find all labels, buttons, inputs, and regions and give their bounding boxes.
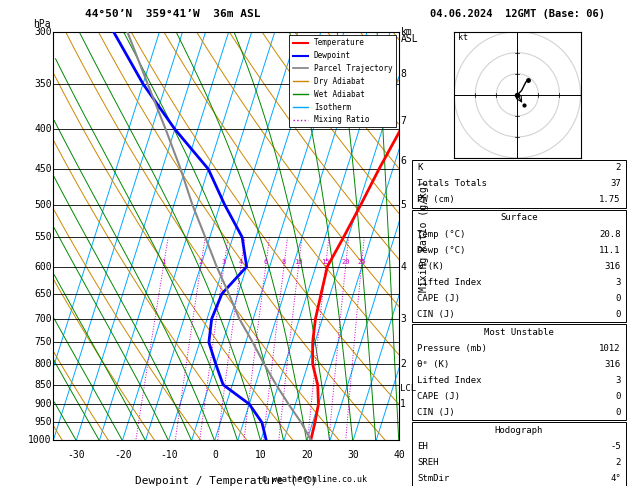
Text: 350: 350 [34,79,52,89]
Text: -30: -30 [68,450,86,460]
Text: 04.06.2024  12GMT (Base: 06): 04.06.2024 12GMT (Base: 06) [430,9,605,19]
Text: 0: 0 [615,392,621,401]
Text: 750: 750 [34,337,52,347]
Text: K: K [417,163,423,173]
Text: 316: 316 [604,261,621,271]
Text: 30: 30 [347,450,359,460]
Text: 25: 25 [357,259,365,264]
Legend: Temperature, Dewpoint, Parcel Trajectory, Dry Adiabat, Wet Adiabat, Isotherm, Mi: Temperature, Dewpoint, Parcel Trajectory… [289,35,396,127]
Text: 600: 600 [34,261,52,272]
Text: Lifted Index: Lifted Index [417,278,482,287]
Text: 5: 5 [400,200,406,210]
Text: 650: 650 [34,289,52,299]
Text: 400: 400 [34,124,52,134]
Text: Temp (°C): Temp (°C) [417,229,465,239]
Text: 6: 6 [264,259,268,264]
Text: km: km [401,27,413,37]
Text: hPa: hPa [33,19,50,29]
Text: 20.8: 20.8 [599,229,621,239]
Text: CIN (J): CIN (J) [417,310,455,319]
Text: 950: 950 [34,417,52,428]
Text: 0: 0 [615,408,621,417]
Text: 1: 1 [400,399,406,409]
Text: 1000: 1000 [28,435,52,445]
Text: © weatheronline.co.uk: © weatheronline.co.uk [262,474,367,484]
Text: kt: kt [459,33,469,42]
Text: StmDir: StmDir [417,474,449,483]
Text: SREH: SREH [417,458,438,467]
Text: Dewp (°C): Dewp (°C) [417,245,465,255]
Text: 4°: 4° [610,474,621,483]
Text: 1012: 1012 [599,344,621,353]
Text: 316: 316 [604,360,621,369]
Text: θᵉ(K): θᵉ(K) [417,261,444,271]
Text: 550: 550 [34,232,52,242]
Text: CIN (J): CIN (J) [417,408,455,417]
Text: 2: 2 [615,163,621,173]
Text: 500: 500 [34,200,52,210]
Text: PW (cm): PW (cm) [417,195,455,205]
Text: 15: 15 [321,259,330,264]
Text: 2: 2 [615,458,621,467]
Text: θᵉ (K): θᵉ (K) [417,360,449,369]
Text: Most Unstable: Most Unstable [484,328,554,337]
Text: 7: 7 [400,116,406,125]
Text: EH: EH [417,442,428,451]
Text: 10: 10 [294,259,303,264]
Text: 0: 0 [212,450,218,460]
Text: CAPE (J): CAPE (J) [417,294,460,303]
Text: Hodograph: Hodograph [495,426,543,435]
Text: -5: -5 [610,442,621,451]
Text: CAPE (J): CAPE (J) [417,392,460,401]
Text: 1.75: 1.75 [599,195,621,205]
Text: 900: 900 [34,399,52,409]
Text: 3: 3 [615,278,621,287]
Text: 11.1: 11.1 [599,245,621,255]
Text: 1: 1 [161,259,165,264]
Text: 300: 300 [34,27,52,36]
Text: 3: 3 [400,314,406,324]
Text: 700: 700 [34,314,52,324]
Text: -10: -10 [160,450,177,460]
Text: 44°50’N  359°41’W  36m ASL: 44°50’N 359°41’W 36m ASL [85,9,260,19]
Text: 800: 800 [34,359,52,369]
Text: -20: -20 [114,450,131,460]
Text: 0: 0 [615,294,621,303]
Text: 37: 37 [610,179,621,189]
Text: Dewpoint / Temperature (°C): Dewpoint / Temperature (°C) [135,476,318,486]
Text: 10: 10 [255,450,267,460]
Text: 850: 850 [34,380,52,390]
Text: Lifted Index: Lifted Index [417,376,482,385]
Text: LCL: LCL [400,384,416,393]
Text: 20: 20 [301,450,313,460]
Text: 8: 8 [400,69,406,79]
Text: Surface: Surface [500,213,538,223]
Text: 20: 20 [342,259,350,264]
Text: 4: 4 [400,261,406,272]
Text: ASL: ASL [401,34,418,44]
Text: 8: 8 [282,259,286,264]
Text: Mixing Ratio (g/kg): Mixing Ratio (g/kg) [419,180,428,292]
Text: 0: 0 [615,310,621,319]
Text: 4: 4 [238,259,243,264]
Text: 3: 3 [221,259,226,264]
Text: 450: 450 [34,164,52,174]
Text: Totals Totals: Totals Totals [417,179,487,189]
Text: 40: 40 [394,450,405,460]
Text: 2: 2 [199,259,203,264]
Text: 3: 3 [615,376,621,385]
Text: Pressure (mb): Pressure (mb) [417,344,487,353]
Text: 2: 2 [400,359,406,369]
Text: 6: 6 [400,156,406,166]
